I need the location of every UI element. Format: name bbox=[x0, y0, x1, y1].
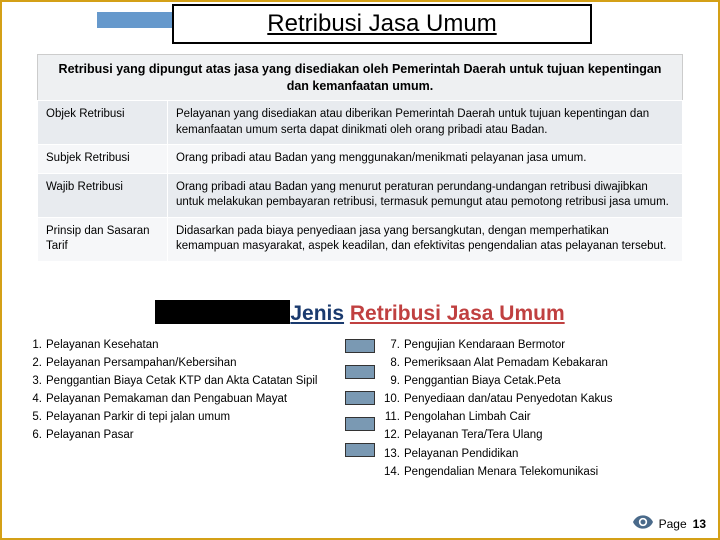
list-item: 7.Pengujian Kendaraan Bermotor bbox=[380, 337, 698, 353]
item-text: Penggantian Biaya Cetak KTP dan Akta Cat… bbox=[46, 373, 340, 389]
list-item: 3.Penggantian Biaya Cetak KTP dan Akta C… bbox=[22, 373, 340, 389]
square-icon bbox=[345, 417, 375, 431]
eye-icon bbox=[633, 515, 653, 532]
jenis-heading: Jenis Retribusi Jasa Umum bbox=[2, 302, 718, 326]
decorative-squares bbox=[340, 337, 380, 482]
desc-cell: Pelayanan yang disediakan atau diberikan… bbox=[168, 101, 683, 145]
item-number: 12. bbox=[380, 427, 404, 443]
list-item: 4.Pelayanan Pemakaman dan Pengabuan Maya… bbox=[22, 391, 340, 407]
table-row: Subjek RetribusiOrang pribadi atau Badan… bbox=[38, 145, 683, 174]
item-number: 7. bbox=[380, 337, 404, 353]
square-icon bbox=[345, 365, 375, 379]
square-icon bbox=[345, 339, 375, 353]
list-left: 1.Pelayanan Kesehatan2.Pelayanan Persamp… bbox=[22, 337, 340, 482]
list-right: 7.Pengujian Kendaraan Bermotor8.Pemeriks… bbox=[380, 337, 698, 482]
list-item: 6.Pelayanan Pasar bbox=[22, 427, 340, 443]
term-cell: Prinsip dan Sasaran Tarif bbox=[38, 217, 168, 261]
definitions-table: Objek RetribusiPelayanan yang disediakan… bbox=[37, 100, 683, 262]
list-item: 13.Pelayanan Pendidikan bbox=[380, 446, 698, 462]
item-text: Pelayanan Pasar bbox=[46, 427, 340, 443]
jenis-columns: 1.Pelayanan Kesehatan2.Pelayanan Persamp… bbox=[22, 337, 698, 482]
subtitle: Retribusi yang dipungut atas jasa yang d… bbox=[37, 54, 683, 102]
item-text: Pelayanan Kesehatan bbox=[46, 337, 340, 353]
list-item: 1.Pelayanan Kesehatan bbox=[22, 337, 340, 353]
page-number: 13 bbox=[693, 517, 706, 531]
table-row: Wajib RetribusiOrang pribadi atau Badan … bbox=[38, 173, 683, 217]
list-item: 2.Pelayanan Persampahan/Kebersihan bbox=[22, 355, 340, 371]
item-text: Pengujian Kendaraan Bermotor bbox=[404, 337, 698, 353]
item-text: Penggantian Biaya Cetak.Peta bbox=[404, 373, 698, 389]
item-text: Penyediaan dan/atau Penyedotan Kakus bbox=[404, 391, 698, 407]
item-number: 8. bbox=[380, 355, 404, 371]
item-number: 10. bbox=[380, 391, 404, 407]
item-text: Pengolahan Limbah Cair bbox=[404, 409, 698, 425]
top-accent-bar bbox=[97, 12, 177, 28]
term-cell: Objek Retribusi bbox=[38, 101, 168, 145]
desc-cell: Orang pribadi atau Badan yang menurut pe… bbox=[168, 173, 683, 217]
jenis-part1: Jenis bbox=[290, 302, 344, 325]
list-item: 10.Penyediaan dan/atau Penyedotan Kakus bbox=[380, 391, 698, 407]
list-item: 8.Pemeriksaan Alat Pemadam Kebakaran bbox=[380, 355, 698, 371]
item-number: 2. bbox=[22, 355, 46, 371]
item-text: Pelayanan Parkir di tepi jalan umum bbox=[46, 409, 340, 425]
item-number: 9. bbox=[380, 373, 404, 389]
footer: Page 13 bbox=[633, 515, 706, 532]
item-number: 3. bbox=[22, 373, 46, 389]
list-item: 5.Pelayanan Parkir di tepi jalan umum bbox=[22, 409, 340, 425]
square-icon bbox=[345, 443, 375, 457]
list-item: 11.Pengolahan Limbah Cair bbox=[380, 409, 698, 425]
item-text: Pengendalian Menara Telekomunikasi bbox=[404, 464, 698, 480]
item-number: 11. bbox=[380, 409, 404, 425]
item-number: 4. bbox=[22, 391, 46, 407]
item-text: Pelayanan Pemakaman dan Pengabuan Mayat bbox=[46, 391, 340, 407]
item-number: 6. bbox=[22, 427, 46, 443]
square-icon bbox=[345, 391, 375, 405]
term-cell: Wajib Retribusi bbox=[38, 173, 168, 217]
table-row: Prinsip dan Sasaran TarifDidasarkan pada… bbox=[38, 217, 683, 261]
item-text: Pelayanan Pendidikan bbox=[404, 446, 698, 462]
definitions-body: Objek RetribusiPelayanan yang disediakan… bbox=[38, 101, 683, 262]
item-number: 1. bbox=[22, 337, 46, 353]
list-item: 12.Pelayanan Tera/Tera Ulang bbox=[380, 427, 698, 443]
jenis-part2: Retribusi Jasa Umum bbox=[350, 302, 565, 325]
list-item: 9.Penggantian Biaya Cetak.Peta bbox=[380, 373, 698, 389]
table-row: Objek RetribusiPelayanan yang disediakan… bbox=[38, 101, 683, 145]
desc-cell: Orang pribadi atau Badan yang menggunaka… bbox=[168, 145, 683, 174]
list-left-ol: 1.Pelayanan Kesehatan2.Pelayanan Persamp… bbox=[22, 337, 340, 444]
page-title-box: Retribusi Jasa Umum bbox=[172, 4, 592, 44]
item-text: Pelayanan Tera/Tera Ulang bbox=[404, 427, 698, 443]
page-title: Retribusi Jasa Umum bbox=[267, 10, 496, 37]
item-number: 13. bbox=[380, 446, 404, 462]
list-item: 14.Pengendalian Menara Telekomunikasi bbox=[380, 464, 698, 480]
term-cell: Subjek Retribusi bbox=[38, 145, 168, 174]
item-text: Pemeriksaan Alat Pemadam Kebakaran bbox=[404, 355, 698, 371]
item-text: Pelayanan Persampahan/Kebersihan bbox=[46, 355, 340, 371]
item-number: 5. bbox=[22, 409, 46, 425]
list-right-ol: 7.Pengujian Kendaraan Bermotor8.Pemeriks… bbox=[380, 337, 698, 480]
jenis-black-bar bbox=[155, 300, 290, 324]
item-number: 14. bbox=[380, 464, 404, 480]
desc-cell: Didasarkan pada biaya penyediaan jasa ya… bbox=[168, 217, 683, 261]
page-label: Page bbox=[659, 517, 687, 531]
